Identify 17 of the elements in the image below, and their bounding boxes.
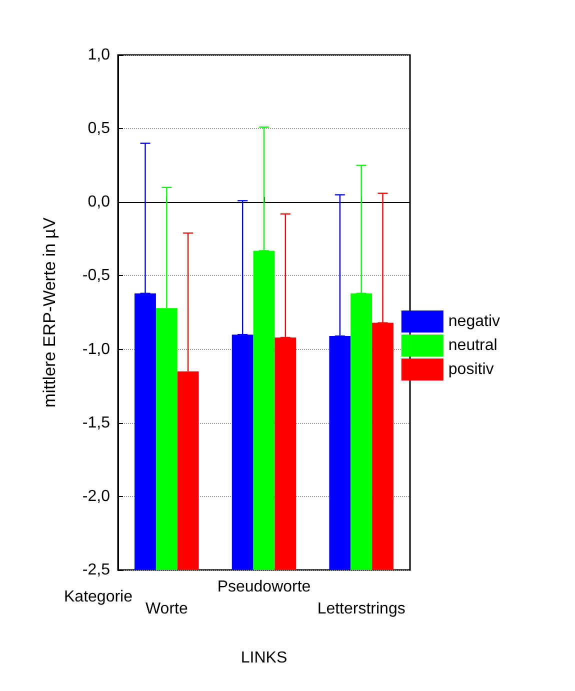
y-tick-label: -1,5 <box>82 414 110 432</box>
y-tick-label: 0,5 <box>88 120 110 138</box>
y-tick-label: -2,5 <box>82 562 110 578</box>
x-tick-label: Pseudoworte <box>217 578 311 596</box>
y-tick-label: 1,0 <box>88 46 110 64</box>
x-tick-label: Letterstrings <box>317 600 406 618</box>
y-tick-label: -0,5 <box>82 267 110 284</box>
x-tick-label: Worte <box>145 600 188 618</box>
y-tick-label: 0,0 <box>88 194 110 211</box>
y-axis-title: mittlere ERP-Werte in µV <box>40 216 59 408</box>
x-axis-title: LINKS <box>240 650 288 666</box>
text: Kategorie <box>64 588 133 606</box>
y-tick-label: -2,0 <box>82 488 110 505</box>
legend-label: neutral <box>448 337 498 354</box>
y-tick-label: -1,0 <box>82 340 110 358</box>
legend-label: positiv <box>448 361 494 378</box>
legend-label: negativ <box>448 313 500 330</box>
